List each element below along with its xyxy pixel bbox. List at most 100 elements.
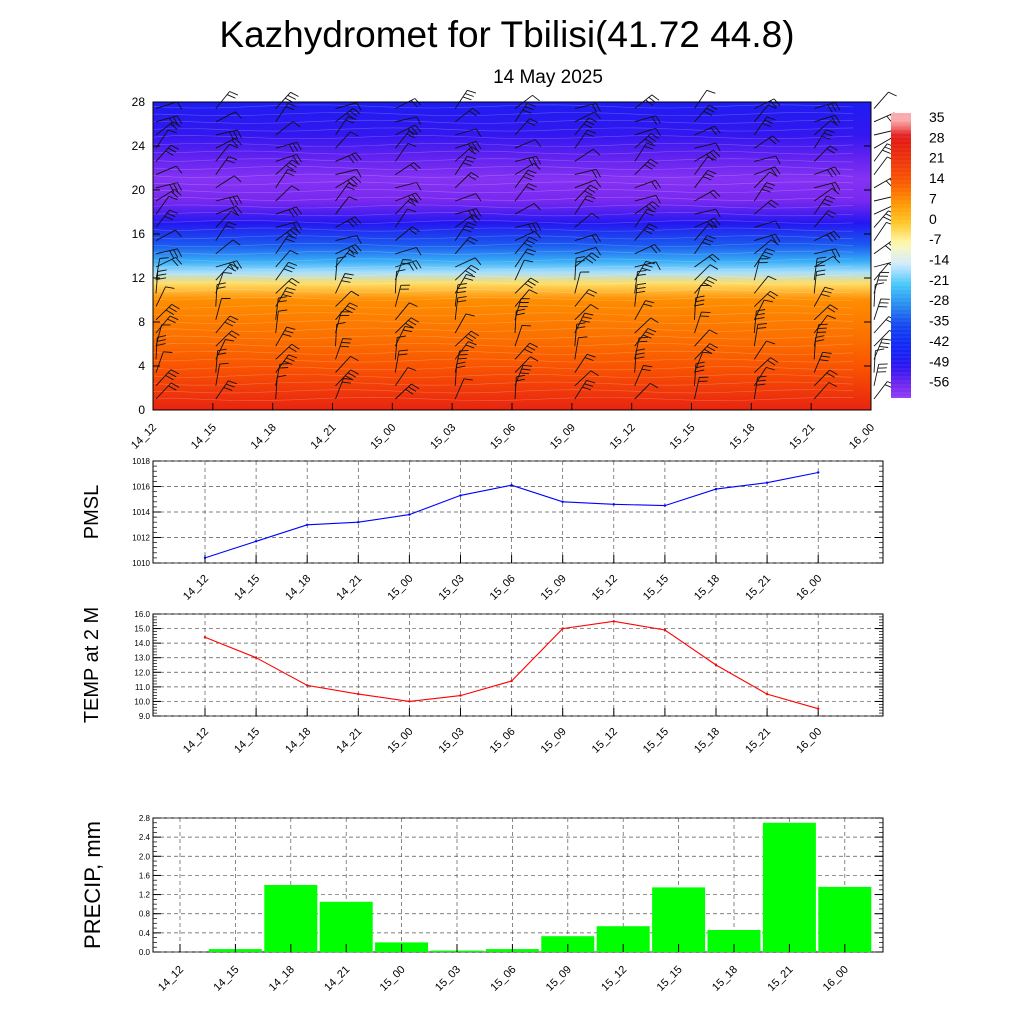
y-tick-label: 1018 [132,457,150,466]
x-tick-label: 15_15 [655,964,685,994]
contour-line [152,304,854,309]
wind-barb [455,208,482,219]
wind-barb [694,295,705,320]
x-tick-label: 14_21 [322,964,352,994]
x-tick-label: 15_00 [385,573,415,603]
wind-barb [574,322,586,347]
wind-barb [753,182,776,202]
wind-barb [395,182,422,191]
y-tick-label: 24 [132,139,146,153]
wind-barb [694,125,721,136]
contour-line [152,397,854,401]
wind-barb [514,139,542,149]
wind-barb [813,314,836,334]
colorbar-label: 14 [929,170,945,186]
wind-barb [155,195,178,215]
wind-barb [753,309,766,334]
wind-barb [335,196,358,215]
wind-barb [514,277,539,294]
wind-barb [694,142,721,152]
wind-barb [335,116,357,136]
wind-barb [155,182,183,193]
wind-barb [335,356,359,373]
wind-barb [574,212,600,228]
wind-barb [454,107,480,123]
contour-line [152,135,854,140]
wind-barb [215,339,235,360]
x-tick-label: 15_09 [539,573,569,603]
wind-barb [394,367,417,387]
data-point [714,663,718,667]
wind-barb [155,269,167,294]
wind-barb [514,356,539,373]
contour-line [152,227,854,232]
data-point [510,484,513,487]
x-tick-label: 15_06 [488,964,518,994]
contour-line [152,335,854,340]
wind-barb [215,137,242,149]
wind-barb [754,199,779,215]
wind-barb [753,299,774,321]
wind-barb [275,261,298,281]
wind-barb [454,330,480,347]
contour-line [152,235,854,240]
y-tick-label: 2.8 [139,814,151,823]
wind-barb [574,255,585,281]
wind-barb [634,260,655,281]
wind-barb [514,103,536,123]
y-tick-label: 16 [132,227,146,241]
contour-line [152,358,854,363]
x-tick-label: 15_09 [539,726,569,756]
wind-barb [514,364,533,386]
wind-barb [275,287,296,307]
contour-line [152,142,854,147]
wind-barb [813,145,838,162]
wind-barb [873,91,897,109]
wind-barb [514,221,542,233]
x-tick-label: 15_21 [743,726,773,756]
x-tick-label: 15_21 [765,964,795,994]
x-tick-label: 15_12 [608,422,638,452]
wind-barb [454,341,477,360]
wind-barb [574,168,601,179]
wind-barb [454,273,476,294]
wind-barb [574,117,598,136]
wind-barb [275,296,288,320]
wind-barb [514,230,542,242]
wind-barb [694,343,718,360]
wind-barb [514,155,542,167]
wind-barb [215,91,239,109]
wind-barb [753,258,769,281]
wind-barb [634,194,661,204]
wind-barb [574,103,601,113]
x-tick-label: 16_00 [847,422,877,452]
wind-barb [215,221,237,241]
x-tick-label: 15_03 [428,422,458,452]
wind-barb [574,195,596,215]
wind-barb [694,361,705,386]
precip-bar [762,822,816,952]
wind-barb [394,335,407,360]
wind-barb [514,289,538,307]
colorbar-label: 28 [929,129,945,145]
data-point [663,504,667,507]
wind-barb [215,282,226,307]
y-tick-label: 4 [138,359,145,373]
wind-barb [754,239,779,255]
y-tick-label: 15.0 [134,625,150,634]
colorbar-label: -42 [929,333,949,349]
wind-barb [753,290,779,307]
wind-barb [514,324,532,347]
wind-barb [335,176,362,189]
wind-barb [634,133,659,149]
contour-line [152,196,854,201]
colorbar-label: -35 [929,313,949,329]
data-point [765,481,769,484]
contour-line [152,343,854,348]
wind-barb [215,239,241,255]
wind-barb [394,208,417,228]
wind-barb [454,313,475,334]
x-tick-label: 14_12 [181,573,211,603]
wind-barb [873,298,890,320]
colorbar-fill [891,113,911,398]
